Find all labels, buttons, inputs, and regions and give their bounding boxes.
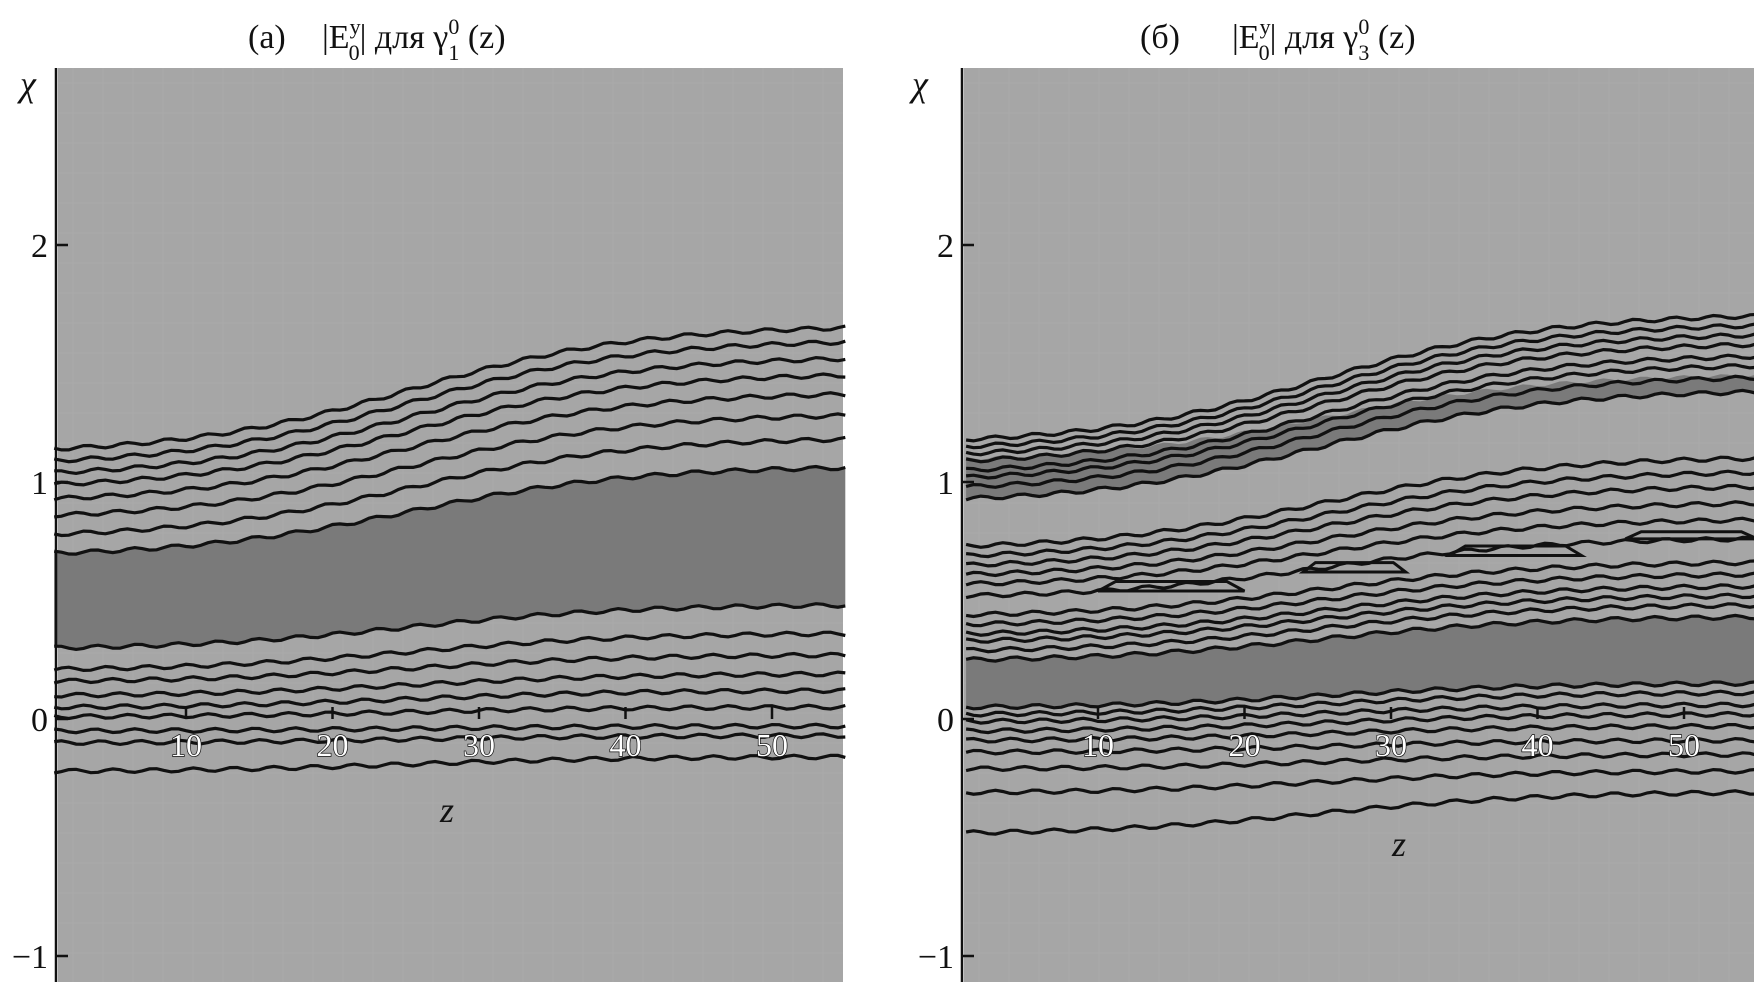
panel-a-title: (а) |Ey 0| для γ0 1 (z) — [248, 14, 506, 65]
contour-line — [965, 583, 1754, 637]
contour-line — [54, 732, 846, 747]
contour-line — [966, 602, 1754, 654]
x-tick-label: 20 — [317, 727, 349, 763]
x-tick-label: 40 — [1522, 727, 1554, 763]
contour-line — [965, 388, 1754, 502]
contour-line — [54, 355, 846, 476]
panel-b-x-axis-label: z — [1391, 824, 1406, 864]
contour-line — [965, 722, 1754, 744]
contour-line — [965, 500, 1754, 578]
panel-b-title-expression: |Ey 0| для γ0 3 (z) — [1232, 14, 1416, 65]
panel-a-title-middle: | для γ — [360, 19, 449, 56]
contour-line — [53, 339, 846, 464]
plot-background — [964, 68, 1754, 982]
plot-area: 10 20 30 40 50 — [964, 68, 1754, 982]
panel-b-title: (б) |Ey 0| для γ0 3 (z) — [1140, 14, 1416, 65]
y-tick-label: 2 — [937, 228, 954, 265]
contour-line — [53, 372, 846, 487]
contour-line — [966, 353, 1754, 473]
band-region — [966, 615, 1754, 709]
panel-a-x-axis-label: z — [439, 790, 454, 830]
panel-a-title-sup1: y — [350, 14, 361, 39]
contour-line — [965, 680, 1754, 711]
panel-b-title-label: (б) — [1140, 19, 1180, 56]
y-tick-label: 2 — [31, 228, 48, 265]
contour-line — [965, 455, 1754, 549]
contour-line — [53, 324, 846, 452]
x-tick-label: 10 — [1082, 727, 1114, 763]
contour-line — [965, 312, 1754, 443]
closed-contour — [1624, 530, 1754, 541]
contour-line — [965, 710, 1754, 735]
contour-line — [53, 630, 846, 673]
panel-b-title-sup1: y — [1260, 14, 1271, 39]
contour-line — [965, 483, 1754, 568]
contour-line — [54, 722, 846, 735]
x-tick-label: 30 — [463, 727, 495, 763]
panel-a-title-suffix: (z) — [459, 19, 505, 56]
x-tick-label: 50 — [1668, 727, 1700, 763]
panel-b-title-middle: | для γ — [1270, 19, 1359, 56]
contour-line — [965, 342, 1754, 464]
panel-a-title-sub2: 1 — [448, 40, 459, 65]
contour-line — [965, 559, 1754, 619]
contour-line — [53, 391, 846, 502]
x-tick-label: 10 — [170, 727, 202, 763]
panel-a-y-axis-label: χ — [17, 64, 37, 104]
contour-line — [965, 701, 1754, 725]
panel-a: 10 20 30 40 50 (а) |Ey 0| для γ0 1 (z) χ z −10… — [12, 14, 846, 982]
panel-b-y-axis-label: χ — [909, 64, 929, 104]
y-tick-label: 1 — [937, 465, 954, 502]
contour-line — [965, 363, 1754, 480]
contour-line — [54, 670, 846, 699]
closed-contour — [1097, 580, 1246, 593]
panel-b-title-sub2: 3 — [1358, 40, 1369, 65]
contour-line — [965, 571, 1754, 628]
contour-line — [965, 469, 1754, 559]
closed-contour — [1444, 544, 1587, 557]
x-tick-label: 50 — [756, 727, 788, 763]
contour-line — [54, 412, 846, 519]
y-tick-label: −1 — [12, 939, 48, 976]
panel-b: 10 20 30 40 50 (б) |Ey 0| для γ0 3 (z) χ z −10… — [909, 14, 1754, 982]
x-tick-label: 40 — [610, 727, 642, 763]
panel-a-title-expression: |Ey 0| для γ0 1 (z) — [322, 14, 506, 65]
contour-line — [965, 516, 1754, 587]
x-tick-label: 20 — [1229, 727, 1261, 763]
contour-line — [53, 435, 846, 538]
contour-line — [965, 767, 1754, 796]
contour-line — [54, 602, 846, 652]
y-tick-label: −1 — [918, 939, 954, 976]
contour-line — [965, 374, 1754, 489]
contour-line — [53, 651, 846, 685]
panel-a-title-sup2: 0 — [448, 14, 459, 39]
y-tick-label: 0 — [31, 702, 48, 739]
contour-line — [53, 464, 846, 556]
panel-b-title-sub1: 0 — [1259, 40, 1270, 65]
contour-line — [965, 789, 1754, 836]
plot-area: 10 20 30 40 50 — [53, 68, 846, 982]
y-tick-label: 1 — [31, 465, 48, 502]
contour-line — [965, 592, 1754, 644]
closed-contour — [1298, 561, 1411, 574]
panel-a-title-sub1: 0 — [349, 40, 360, 65]
panel-a-title-label: (а) — [248, 19, 286, 56]
panel-a-title-prefix: |E — [322, 19, 350, 56]
contour-line — [965, 613, 1754, 663]
contour-line — [965, 751, 1754, 773]
contour-line — [965, 332, 1754, 457]
panel-b-title-suffix: (z) — [1369, 19, 1415, 56]
band-region — [54, 466, 846, 650]
y-tick-label: 0 — [937, 702, 954, 739]
panel-b-title-sup2: 0 — [1358, 14, 1369, 39]
contour-line — [965, 322, 1754, 450]
contour-line — [965, 736, 1754, 756]
contour-line — [53, 753, 846, 775]
panel-b-title-prefix: |E — [1232, 19, 1260, 56]
x-tick-label: 30 — [1375, 727, 1407, 763]
